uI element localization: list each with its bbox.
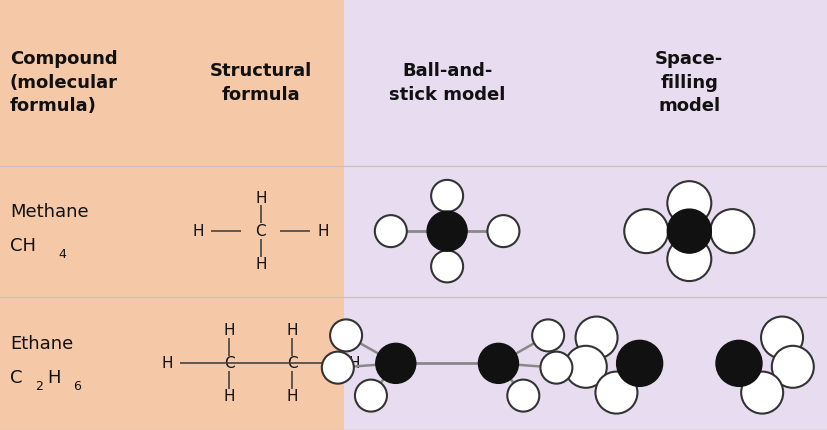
FancyBboxPatch shape bbox=[343, 0, 550, 430]
Ellipse shape bbox=[667, 237, 710, 281]
Ellipse shape bbox=[507, 380, 538, 412]
Text: H: H bbox=[193, 224, 204, 239]
Text: C: C bbox=[224, 356, 234, 371]
Ellipse shape bbox=[330, 319, 361, 351]
Text: Compound: Compound bbox=[10, 50, 117, 68]
Ellipse shape bbox=[431, 180, 462, 212]
Text: C: C bbox=[10, 369, 22, 387]
Text: formula): formula) bbox=[10, 98, 97, 115]
FancyBboxPatch shape bbox=[178, 0, 343, 430]
Text: H: H bbox=[223, 323, 235, 338]
Ellipse shape bbox=[575, 316, 617, 359]
FancyBboxPatch shape bbox=[0, 0, 178, 430]
Text: C: C bbox=[287, 356, 297, 371]
Text: Space-: Space- bbox=[654, 50, 723, 68]
Text: H: H bbox=[47, 369, 60, 387]
Ellipse shape bbox=[322, 352, 353, 384]
Ellipse shape bbox=[564, 346, 606, 388]
Text: filling: filling bbox=[660, 74, 717, 92]
Text: H: H bbox=[286, 323, 298, 338]
Text: H: H bbox=[255, 257, 266, 272]
Ellipse shape bbox=[667, 181, 710, 225]
Ellipse shape bbox=[760, 316, 802, 359]
Text: H: H bbox=[161, 356, 173, 371]
Ellipse shape bbox=[616, 341, 662, 386]
Ellipse shape bbox=[710, 209, 753, 253]
Text: C: C bbox=[256, 224, 265, 239]
Ellipse shape bbox=[540, 352, 571, 384]
Text: 6: 6 bbox=[73, 381, 81, 393]
Text: H: H bbox=[223, 389, 235, 404]
Ellipse shape bbox=[715, 341, 761, 386]
Ellipse shape bbox=[375, 343, 415, 384]
Text: H: H bbox=[286, 389, 298, 404]
Text: H: H bbox=[348, 356, 360, 371]
Text: CH: CH bbox=[10, 237, 36, 255]
Text: 2: 2 bbox=[35, 381, 43, 393]
Ellipse shape bbox=[431, 250, 462, 283]
Ellipse shape bbox=[532, 319, 563, 351]
Ellipse shape bbox=[427, 211, 466, 251]
Ellipse shape bbox=[478, 343, 518, 384]
Text: H: H bbox=[317, 224, 328, 239]
Text: (molecular: (molecular bbox=[10, 74, 117, 92]
Ellipse shape bbox=[375, 215, 406, 247]
Ellipse shape bbox=[740, 372, 782, 414]
Text: formula: formula bbox=[222, 86, 299, 104]
Ellipse shape bbox=[667, 209, 710, 253]
Text: H: H bbox=[255, 190, 266, 206]
Text: model: model bbox=[657, 98, 719, 115]
Text: Structural: Structural bbox=[209, 62, 312, 80]
Text: stick model: stick model bbox=[389, 86, 504, 104]
Ellipse shape bbox=[624, 209, 667, 253]
Text: Ball-and-: Ball-and- bbox=[401, 62, 492, 80]
Ellipse shape bbox=[487, 215, 519, 247]
Ellipse shape bbox=[355, 380, 386, 412]
FancyBboxPatch shape bbox=[550, 0, 827, 430]
Text: 4: 4 bbox=[58, 248, 66, 261]
Ellipse shape bbox=[771, 346, 813, 388]
Text: Methane: Methane bbox=[10, 203, 88, 221]
Text: Ethane: Ethane bbox=[10, 335, 73, 353]
Ellipse shape bbox=[595, 372, 637, 414]
